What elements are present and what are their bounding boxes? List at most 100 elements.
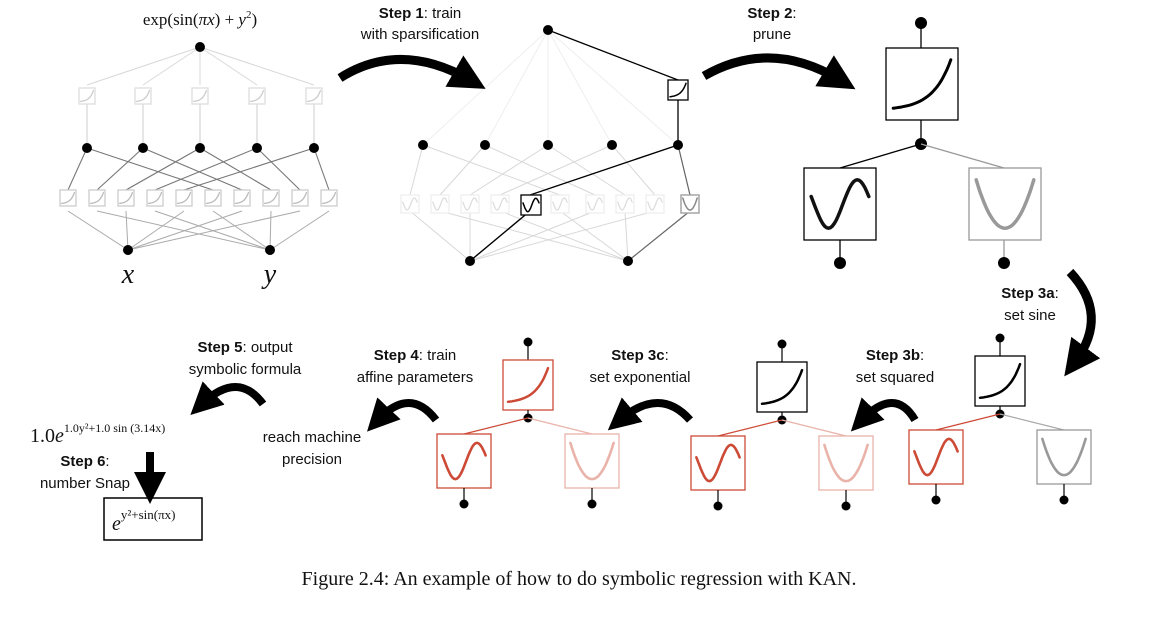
sin-curve [913,437,959,477]
edge-line [125,147,201,191]
edge-line [313,147,330,191]
exp-curve [891,58,953,110]
sin-curve [492,197,508,211]
step3a-label: Step 3a: [1001,285,1059,302]
final-formula-box [103,497,203,541]
edge-line [142,147,243,191]
edge-line [484,29,549,146]
exp-curve [760,368,804,406]
activation-box [436,433,492,489]
symbolic-formula-output: 1.0e1.0y²+1.0 sin (3.14x) [30,421,165,447]
activation-box [175,189,193,207]
exp-curve [176,191,192,205]
node-dot [82,143,92,153]
sin-curve [647,197,663,211]
node-dot [623,256,633,266]
exp-curve [147,191,163,205]
edge-line [559,210,629,262]
edge-line [409,144,424,196]
edge-line [67,210,129,251]
activation-box [191,87,209,105]
edge-line [96,147,144,191]
arrow-step2 [701,53,856,90]
reach-precision-line1: reach machine [263,429,361,446]
exp-curve [263,191,279,205]
sq-curve [1041,437,1087,477]
step3c-label: Step 3c: [611,347,669,364]
node-dot [607,140,617,150]
figure-caption: Figure 2.4: An example of how to do symb… [302,568,857,590]
activation-box [320,189,338,207]
activation-box [908,429,964,485]
activation-box [680,194,700,214]
step4-label: Step 4: train [374,347,457,364]
edge-line [839,143,922,169]
node-dot [459,499,469,509]
edge-line [269,210,330,251]
edge-line [611,144,656,196]
activation-box [291,189,309,207]
edge-line [627,210,691,262]
edge-line [127,210,301,251]
edge-line [199,147,272,191]
step5-label: Step 5: output [197,339,293,356]
input-x-label: x [121,259,135,290]
target-function-label: exp(sin(πx) + y2) [143,9,257,29]
sq-curve [823,443,869,483]
activation-box [667,79,689,101]
node-dot [998,257,1010,269]
step3a-desc: set sine [1004,307,1056,324]
node-dot [123,245,133,255]
step2-desc: prune [753,26,791,43]
edge-line [463,417,529,435]
node-dot [252,143,262,153]
node-dot [931,495,941,505]
kan-set-sine [908,333,1092,505]
node-dot [265,245,275,255]
arrow-step4 [367,397,440,432]
exp-curve [60,191,76,205]
activation-box [305,87,323,105]
node-dot [1059,495,1069,505]
final-formula: ey²+sin(πx) [112,507,176,535]
edge-line [256,147,301,191]
node-dot [195,143,205,153]
arrow-step5 [190,381,267,415]
edge-line [469,210,656,262]
arrow-step3b [850,397,919,432]
edge-line [529,144,679,196]
exp-curve [978,362,1022,400]
sin-curve [695,443,741,483]
step6-label: Step 6: [60,453,109,470]
exp-curve [234,191,250,205]
node-dot [138,143,148,153]
step2-label: Step 2: [747,5,796,22]
activation-box [117,189,135,207]
sparsified-kan-network [400,25,700,266]
edge-line [439,144,486,196]
edge-line [199,46,258,86]
node-dot [418,140,428,150]
exp-curve [292,191,308,205]
exp-curve [306,89,322,103]
step3b-label: Step 3b: [866,347,924,364]
sq-curve [569,441,615,481]
edge-line [127,210,185,251]
exp-curve [249,89,265,103]
reach-precision-line2: precision [282,451,342,468]
node-dot [587,499,597,509]
node-dot [309,143,319,153]
edge-line [154,147,258,191]
sin-curve [522,197,540,213]
node-dot [841,501,851,511]
edge-line [935,413,1001,431]
edge-line [127,210,243,251]
exp-curve [321,191,337,205]
activation-box [78,87,96,105]
edge-line [67,147,88,191]
node-dot [480,140,490,150]
exp-curve [669,82,687,98]
full-kan-network [59,42,338,255]
step6-desc: number Snap [40,475,130,492]
